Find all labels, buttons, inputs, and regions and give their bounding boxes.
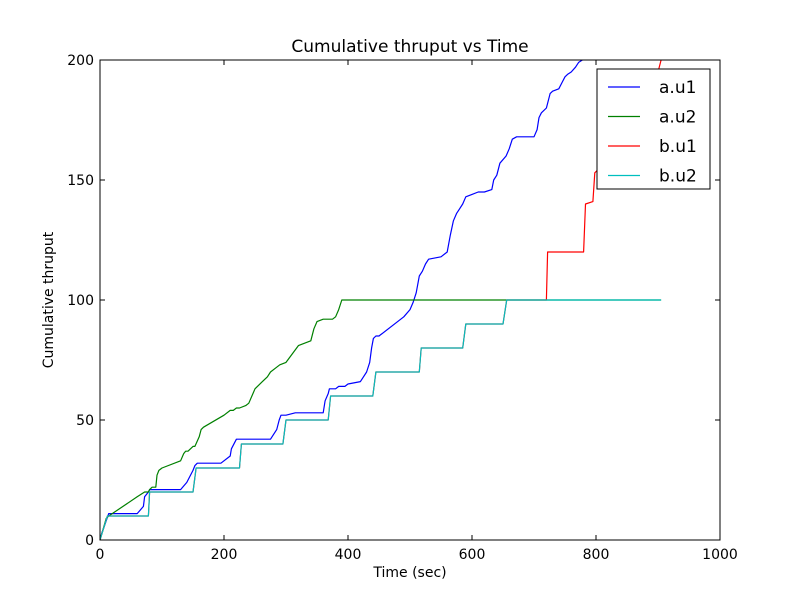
- series-line-2: [99, 299, 662, 541]
- legend-items: a.u1 a.u2 b.u1 b.u2: [608, 78, 697, 187]
- series-line-1: [99, 59, 583, 541]
- x-tick-label: 1000: [702, 547, 738, 563]
- legend-label-3: b.u1: [659, 137, 697, 157]
- chart-title: Cumulative thruput vs Time: [291, 37, 528, 57]
- y-tick-label: 200: [67, 53, 94, 69]
- x-tick-label: 0: [96, 547, 105, 563]
- axis-layer: 0 200 400 600 800 1000 0 50 100 150 200: [67, 53, 738, 563]
- legend-label-4: b.u2: [659, 167, 697, 187]
- legend-box: [596, 68, 711, 190]
- legend-label-2: a.u2: [659, 108, 696, 128]
- x-tick-label: 200: [211, 547, 238, 563]
- x-tick-label: 800: [583, 547, 610, 563]
- x-tick-label: 400: [335, 547, 362, 563]
- y-tick-label: 50: [76, 413, 94, 429]
- legend: a.u1 a.u2 b.u1 b.u2: [596, 68, 711, 190]
- y-axis-label: Cumulative thruput: [41, 231, 57, 368]
- legend-label-1: a.u1: [659, 78, 696, 98]
- y-tick-label: 150: [67, 173, 94, 189]
- x-axis-label: Time (sec): [372, 565, 446, 581]
- series-line-4: [99, 299, 662, 541]
- y-tick-label: 0: [85, 533, 94, 549]
- x-tick-label: 600: [459, 547, 486, 563]
- y-tick-label: 100: [67, 293, 94, 309]
